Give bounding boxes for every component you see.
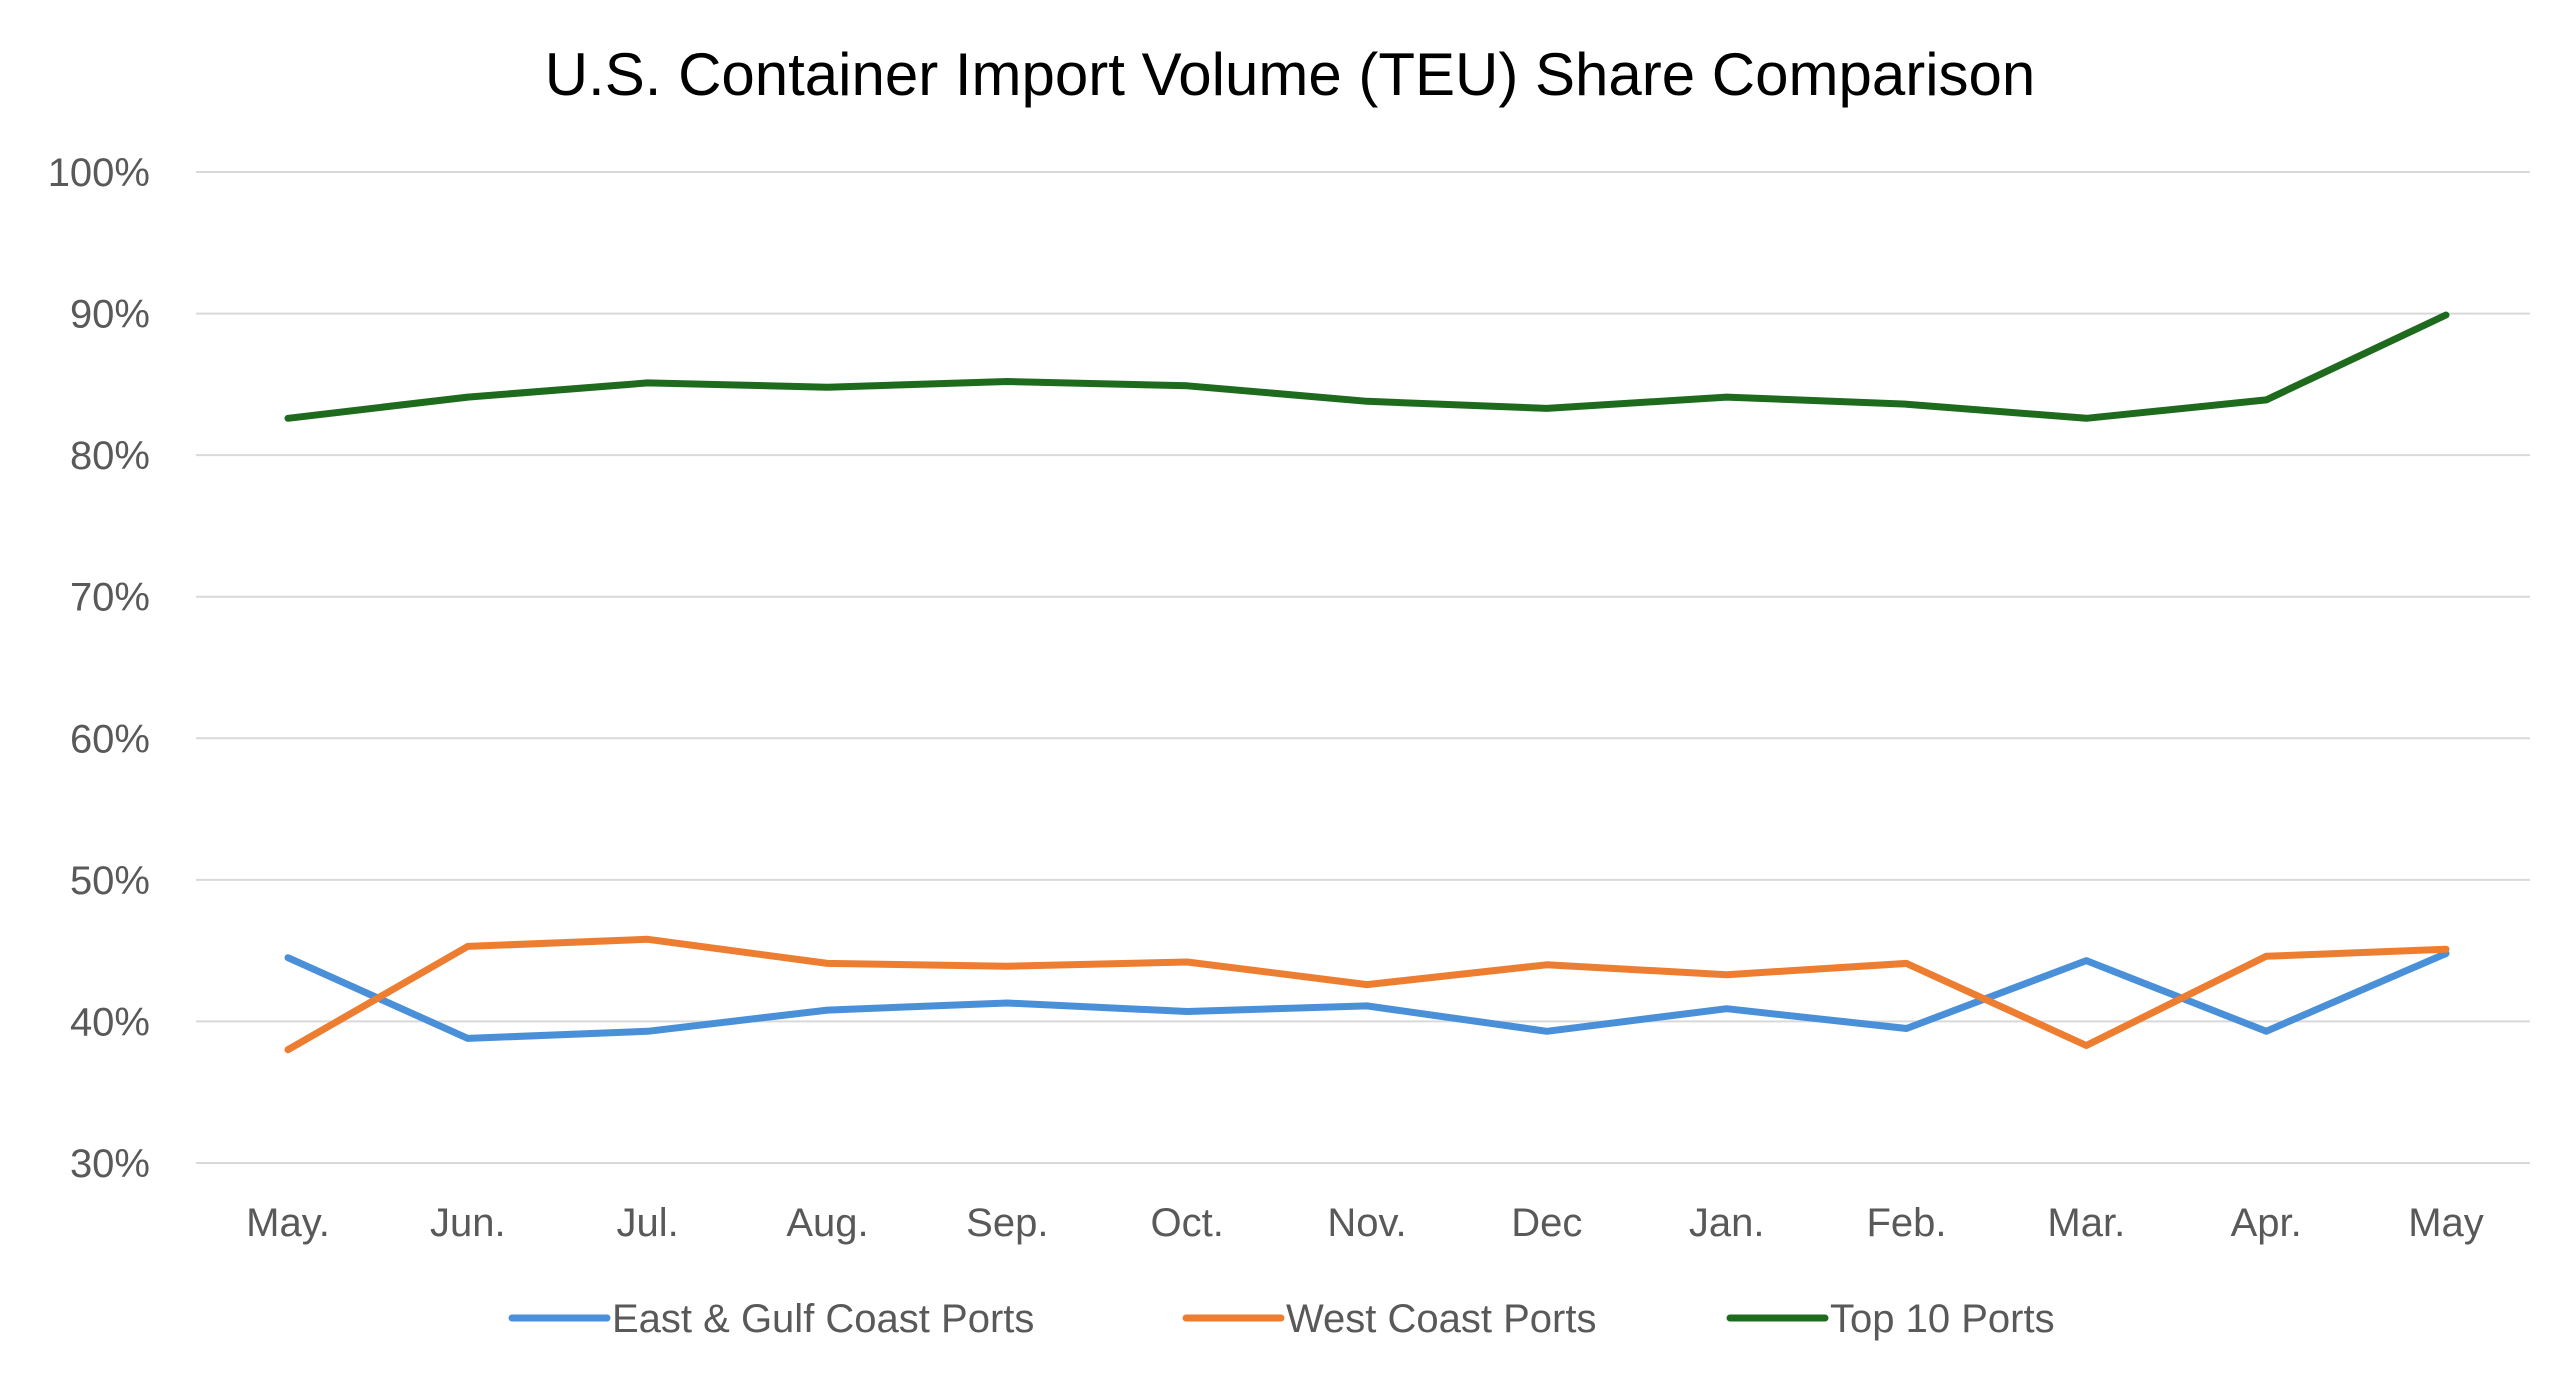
- y-tick-label: 60%: [70, 717, 150, 761]
- series-lines: [284, 311, 2450, 1054]
- x-axis-tick-labels: May. Jun. Jul. Aug. Sep. Oct. Nov. Dec Jan. Feb. M…: [246, 1201, 2484, 1245]
- x-tick-label: May: [2408, 1201, 2484, 1245]
- gridlines: [196, 171, 2530, 1164]
- y-axis-tick-labels: 30% 40% 50% 60% 70% 80% 90% 100%: [48, 151, 150, 1186]
- x-tick-label: Apr.: [2231, 1201, 2302, 1245]
- y-tick-label: 100%: [48, 151, 150, 195]
- chart-title: U.S. Container Import Volume (TEU) Share…: [545, 41, 2036, 108]
- series-line: [284, 950, 2450, 1042]
- y-tick-label: 70%: [70, 576, 150, 620]
- x-tick-label: Nov.: [1327, 1201, 1406, 1245]
- legend-label: East & Gulf Coast Ports: [612, 1297, 1034, 1341]
- x-tick-label: Jan.: [1689, 1201, 1765, 1245]
- y-tick-label: 80%: [70, 434, 150, 478]
- x-tick-label: Aug.: [786, 1201, 868, 1245]
- legend-label: West Coast Ports: [1286, 1297, 1596, 1341]
- y-tick-label: 90%: [70, 293, 150, 337]
- x-tick-label: Sep.: [966, 1201, 1048, 1245]
- x-tick-label: Jun.: [430, 1201, 506, 1245]
- x-tick-label: Oct.: [1150, 1201, 1223, 1245]
- x-tick-label: Feb.: [1866, 1201, 1946, 1245]
- series-line: [284, 311, 2450, 422]
- x-tick-label: Mar.: [2047, 1201, 2125, 1245]
- series-line: [284, 935, 2450, 1054]
- y-tick-label: 30%: [70, 1142, 150, 1186]
- x-tick-label: Dec: [1511, 1201, 1582, 1245]
- x-tick-label: Jul.: [617, 1201, 679, 1245]
- legend-label: Top 10 Ports: [1830, 1297, 2055, 1341]
- legend: East & Gulf Coast Ports West Coast Ports T…: [508, 1297, 2055, 1341]
- y-tick-label: 40%: [70, 1000, 150, 1044]
- x-tick-label: May.: [246, 1201, 330, 1245]
- y-tick-label: 50%: [70, 859, 150, 903]
